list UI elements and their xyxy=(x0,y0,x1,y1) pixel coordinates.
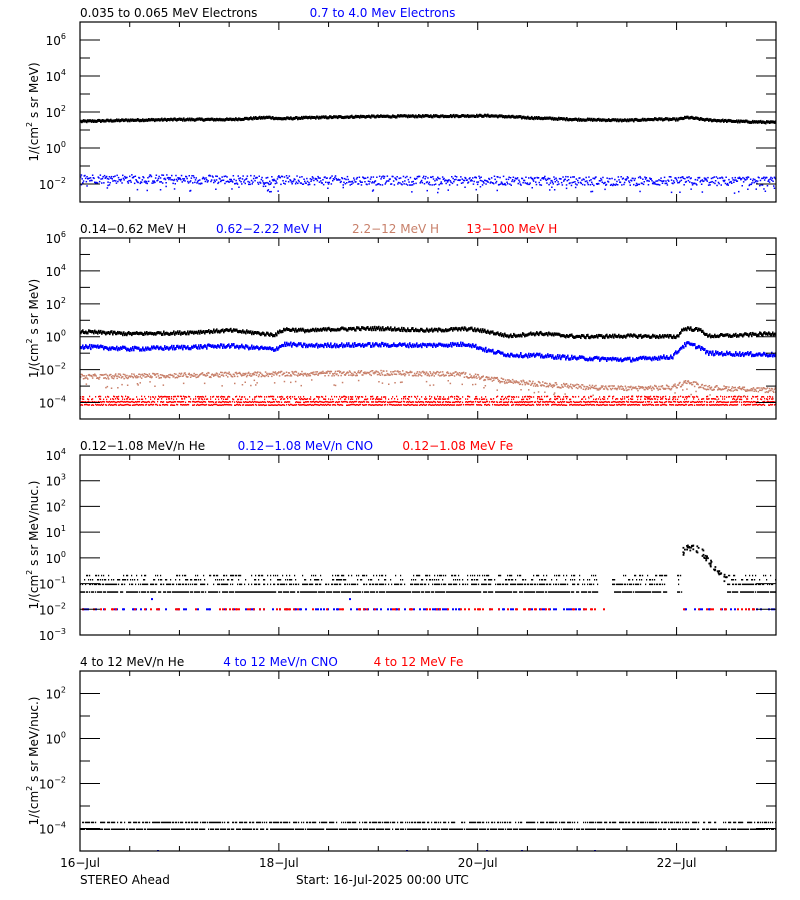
panel-3: 10−3 10−2 10−1 100 101 102 103 104 1/(cm2 s sr M… xyxy=(25,439,777,643)
legend-entry: 4 to 12 MeV Fe xyxy=(374,655,464,669)
panel-data xyxy=(80,821,776,851)
legend-entry: 13−100 MeV H xyxy=(466,222,557,236)
y-axis-label: 1/(cm2 s sr MeV/nuc.) xyxy=(25,481,41,610)
y-tick-label: 10−2 xyxy=(39,362,66,378)
y-tick-label: 102 xyxy=(46,296,66,312)
plot-frame xyxy=(79,237,777,420)
plot-frame xyxy=(79,670,777,852)
y-tick-label: 103 xyxy=(46,473,66,489)
y-tick-label: 10−1 xyxy=(39,576,66,592)
plot-frame xyxy=(79,21,777,203)
legend-entry: 2.2−12 MeV H xyxy=(352,222,439,236)
y-tick-label: 10−2 xyxy=(39,776,66,792)
y-axis-label: 1/(cm2 s sr MeV) xyxy=(25,279,41,378)
y-axis-label: 1/(cm2 s sr MeV/nuc.) xyxy=(25,697,41,826)
panel-2: 10−4 10−2 100 102 104 106 1/(cm2 s sr MeV) 0.14… xyxy=(25,222,777,420)
y-tick-label: 106 xyxy=(46,230,66,246)
plot-frame xyxy=(79,454,777,636)
x-tick-label: 22−Jul xyxy=(657,856,697,870)
y-tick-label: 104 xyxy=(46,447,66,463)
y-tick-label: 101 xyxy=(46,524,66,540)
legend-entry: 4 to 12 MeV/n CNO xyxy=(223,655,338,669)
legend-entry: 4 to 12 MeV/n He xyxy=(80,655,184,669)
y-tick-label: 10−3 xyxy=(39,627,66,643)
x-tick-label: 20−Jul xyxy=(458,856,498,870)
legend-entry: 0.62−2.22 MeV H xyxy=(216,222,322,236)
panel-data xyxy=(80,325,776,407)
legend-entry: 0.12−1.08 MeV Fe xyxy=(402,439,513,453)
y-tick-label: 100 xyxy=(46,329,66,345)
spacecraft-label: STEREO Ahead xyxy=(80,873,170,887)
panel-1: 10−2 100 102 104 106 1/(cm2 s sr MeV) 0.035 to… xyxy=(25,6,777,203)
y-tick-label: 10−4 xyxy=(39,821,66,837)
y-tick-label: 10−4 xyxy=(39,395,66,411)
y-tick-label: 106 xyxy=(46,32,66,48)
y-tick-label: 104 xyxy=(46,263,66,279)
y-tick-label: 100 xyxy=(46,731,66,747)
y-tick-label: 102 xyxy=(46,104,66,120)
y-tick-label: 104 xyxy=(46,68,66,84)
y-tick-label: 102 xyxy=(46,498,66,514)
y-tick-label: 100 xyxy=(46,140,66,156)
panel-data xyxy=(80,544,776,611)
y-tick-label: 102 xyxy=(46,686,66,702)
legend-entry: 0.7 to 4.0 Mev Electrons xyxy=(310,6,456,20)
legend-entry: 0.12−1.08 MeV/n CNO xyxy=(238,439,374,453)
chart-panels: 10−2 100 102 104 106 1/(cm2 s sr MeV) 0.035 to… xyxy=(25,6,777,870)
legend-entry: 0.035 to 0.065 MeV Electrons xyxy=(80,6,257,20)
start-time-label: Start: 16-Jul-2025 00:00 UTC xyxy=(296,873,469,887)
x-tick-label: 16−Jul xyxy=(60,856,100,870)
y-axis-label: 1/(cm2 s sr MeV) xyxy=(25,62,41,161)
x-tick-label: 18−Jul xyxy=(259,856,299,870)
panel-4: 10−4 10−2 100 102 1/(cm2 s sr MeV/nuc.) 4 to … xyxy=(25,655,777,852)
legend-entry: 0.14−0.62 MeV H xyxy=(80,222,186,236)
y-tick-label: 10−2 xyxy=(39,601,66,617)
y-tick-label: 100 xyxy=(46,550,66,566)
y-tick-label: 10−2 xyxy=(39,176,66,192)
panel-data xyxy=(80,113,776,194)
legend-entry: 0.12−1.08 MeV/n He xyxy=(80,439,205,453)
